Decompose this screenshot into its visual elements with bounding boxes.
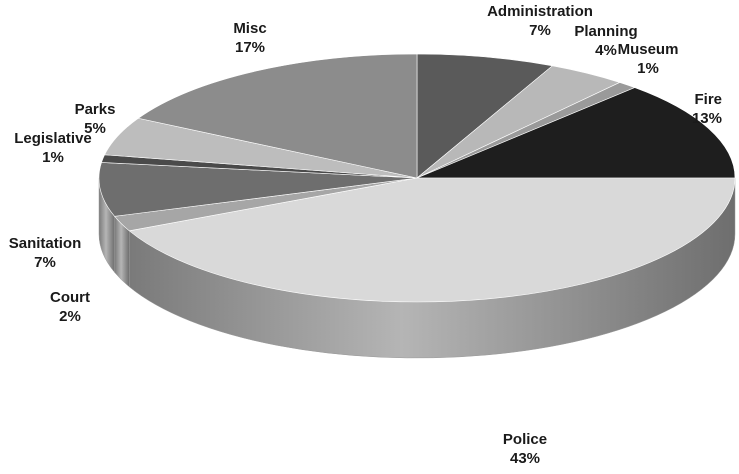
pie-slice-administration (416, 53, 554, 179)
label-court-percent: 2% (59, 308, 81, 325)
label-misc-name: Misc (233, 20, 266, 37)
label-museum: Museum 1% (618, 41, 679, 77)
pie-label-layer: Administration 7% Planning 4% Museum 1% Fire 13… (9, 3, 722, 467)
label-police-percent: 43% (510, 450, 540, 467)
label-administration: Administration 7% (487, 3, 593, 39)
label-police-name: Police (503, 431, 547, 448)
label-sanitation-percent: 7% (34, 254, 56, 271)
pie-slice-sanitation (98, 162, 418, 217)
label-sanitation-name: Sanitation (9, 235, 82, 252)
label-legislative-percent: 1% (42, 149, 64, 166)
label-administration-percent: 7% (529, 22, 551, 39)
label-parks-percent: 5% (84, 120, 106, 137)
label-fire: Fire 13% (692, 91, 722, 127)
label-court-name: Court (50, 289, 90, 306)
label-parks: Parks 5% (75, 101, 116, 137)
pie-slice-misc (137, 53, 418, 179)
label-planning: Planning 4% (574, 23, 637, 59)
label-fire-percent: 13% (692, 110, 722, 127)
label-police: Police 43% (503, 431, 547, 467)
label-planning-name: Planning (574, 23, 637, 40)
label-administration-name: Administration (487, 3, 593, 20)
label-court: Court 2% (50, 289, 90, 325)
label-sanitation: Sanitation 7% (9, 235, 82, 271)
pie-top-layer (98, 53, 736, 303)
label-parks-name: Parks (75, 101, 116, 118)
label-legislative-name: Legislative (14, 130, 92, 147)
pie-slice-fire (416, 87, 736, 179)
pie-side-layer (98, 177, 736, 359)
label-legislative: Legislative 1% (14, 130, 92, 166)
label-fire-name: Fire (694, 91, 722, 108)
label-museum-name: Museum (618, 41, 679, 58)
label-misc-percent: 17% (235, 39, 265, 56)
pie-slice-police (128, 177, 736, 303)
label-museum-percent: 1% (637, 60, 659, 77)
label-misc: Misc 17% (233, 20, 266, 56)
label-planning-percent: 4% (595, 42, 617, 59)
